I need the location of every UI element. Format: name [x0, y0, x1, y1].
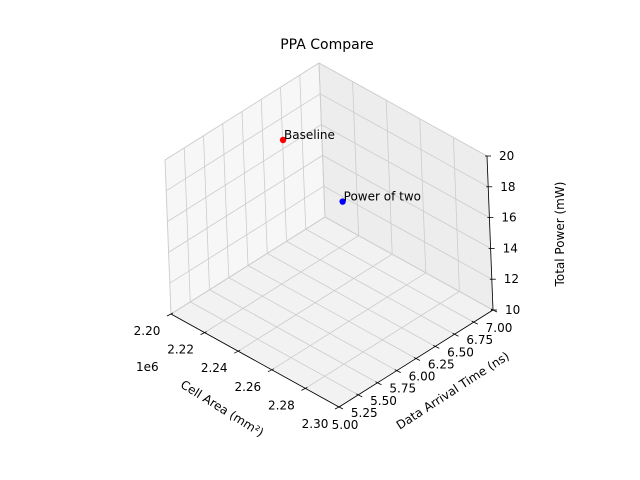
y-tick-label: 6.75 [466, 333, 493, 347]
z-axis-label: Total Power (mW) [553, 182, 567, 288]
x-tick-label: 2.22 [167, 343, 194, 357]
y-gridline [222, 123, 230, 278]
z-tick-label: 20 [499, 149, 514, 163]
y-tick-mark [375, 381, 382, 386]
y-gridline [305, 228, 474, 323]
z-gridline [164, 62, 320, 161]
point-label: Baseline [284, 128, 335, 142]
chart-title: PPA Compare [280, 37, 374, 53]
x-gridline [352, 81, 359, 236]
y-tick-label: 5.00 [332, 418, 359, 432]
data-points: Baseline Power of two [279, 128, 421, 205]
y-tick-mark [452, 332, 459, 337]
x-tick-mark [200, 331, 207, 335]
y-tick-label: 5.75 [389, 382, 416, 396]
x-tick-label: 2.20 [134, 324, 161, 338]
axis-panes [164, 62, 494, 408]
y-gridline [247, 265, 417, 359]
y-tick-mark [471, 320, 478, 325]
y-gridline [164, 159, 172, 315]
point-label: Power of two [344, 190, 421, 204]
y-tick-mark [413, 357, 421, 361]
z-tick-label: 14 [503, 241, 518, 255]
z-gridline [169, 185, 325, 284]
z-gridline [321, 124, 490, 218]
x-tick-mark [234, 349, 241, 354]
y-gridline [190, 301, 359, 396]
data-point [339, 198, 346, 205]
y-tick-label: 5.50 [370, 394, 397, 408]
y-gridline [183, 147, 191, 302]
x-tick-mark [267, 368, 274, 373]
y-tick-label: 6.00 [409, 370, 436, 384]
y-tick-label: 6.50 [447, 345, 474, 359]
y-tick-mark [356, 393, 363, 398]
y-tick-mark [433, 345, 440, 349]
y-tick-mark [394, 369, 401, 373]
x-tick-label: 2.28 [268, 398, 295, 412]
y-gridline [267, 253, 436, 347]
z-gridline [165, 93, 321, 192]
z-tick-label: 16 [501, 211, 516, 225]
z-tick-label: 12 [504, 272, 519, 286]
z-gridline [323, 185, 492, 280]
tick-labels: 2.20 2.22 2.24 2.26 2.28 2.30 5.005.255.505.75… [134, 149, 521, 432]
x-tick-mark [334, 405, 342, 410]
x-offset-label: 1e6 [136, 360, 159, 374]
x-tick-mark [166, 312, 174, 317]
data-point [279, 136, 287, 144]
y-tick-mark [490, 308, 498, 313]
z-tick-label: 18 [500, 180, 515, 194]
x-tick-label: 2.24 [201, 361, 228, 375]
z-gridline [168, 155, 323, 253]
axis-lines [166, 155, 498, 410]
y-gridline [241, 111, 249, 266]
x-gridline [419, 118, 427, 273]
z-gridline [318, 62, 488, 157]
z-tick-label: 10 [505, 303, 520, 317]
x-axis-line [170, 313, 340, 408]
z-gridline [320, 93, 489, 188]
x-gridline [453, 137, 460, 292]
x-tick-label: 2.30 [302, 417, 329, 431]
y-gridline [318, 62, 326, 218]
y-gridline [203, 135, 210, 290]
y-tick-label: 5.25 [351, 406, 378, 420]
y-gridline [286, 240, 455, 335]
y-gridline [260, 99, 268, 254]
z-gridline [324, 216, 494, 311]
z-axis-line [486, 155, 494, 311]
z-gridline [322, 155, 491, 249]
y-tick-label: 7.00 [486, 321, 513, 335]
z-gridline [170, 216, 326, 315]
y-gridline [299, 75, 307, 230]
y-tick-label: 6.25 [428, 357, 455, 371]
y-gridline [280, 87, 287, 242]
y-tick-mark [336, 405, 344, 410]
x-gridline [385, 100, 393, 255]
x-tick-label: 2.26 [234, 380, 261, 394]
y-gridline [209, 289, 378, 384]
z-gridline [167, 124, 322, 222]
y-gridline [228, 277, 397, 371]
x-tick-mark [301, 387, 308, 391]
gridlines [164, 62, 494, 408]
